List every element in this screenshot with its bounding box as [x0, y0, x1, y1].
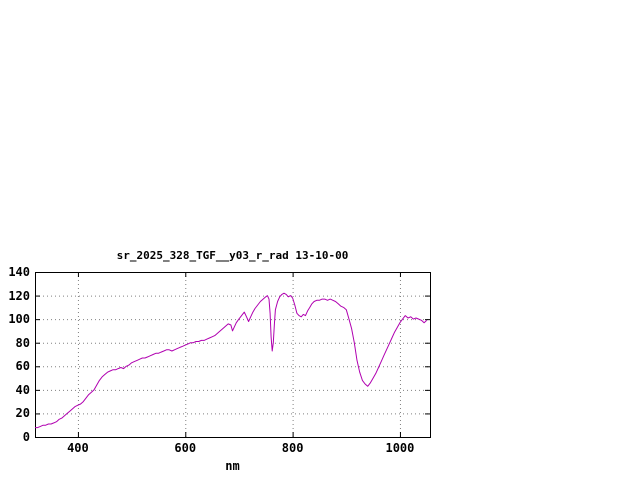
- chart-title: sr_2025_328_TGF__y03_r_rad 13-10-00: [116, 249, 349, 262]
- y-tick-label: 100: [8, 312, 30, 327]
- spectrum-line: [35, 292, 428, 429]
- x-tick-label: 1000: [385, 441, 415, 455]
- x-tick-label: 800: [281, 441, 304, 455]
- x-axis-label: nm: [225, 459, 240, 473]
- y-tick-label: 40: [15, 382, 30, 397]
- y-tick-label: 140: [8, 265, 30, 279]
- y-tick-label: 20: [15, 406, 30, 421]
- x-tick-label: 400: [67, 441, 89, 455]
- y-tick-label: 80: [15, 335, 30, 350]
- y-tick-label: 120: [8, 288, 30, 303]
- x-tick-label: 600: [174, 441, 197, 455]
- y-tick-label: 0: [22, 430, 30, 444]
- y-tick-label: 60: [15, 359, 30, 374]
- plot-border: [35, 272, 431, 438]
